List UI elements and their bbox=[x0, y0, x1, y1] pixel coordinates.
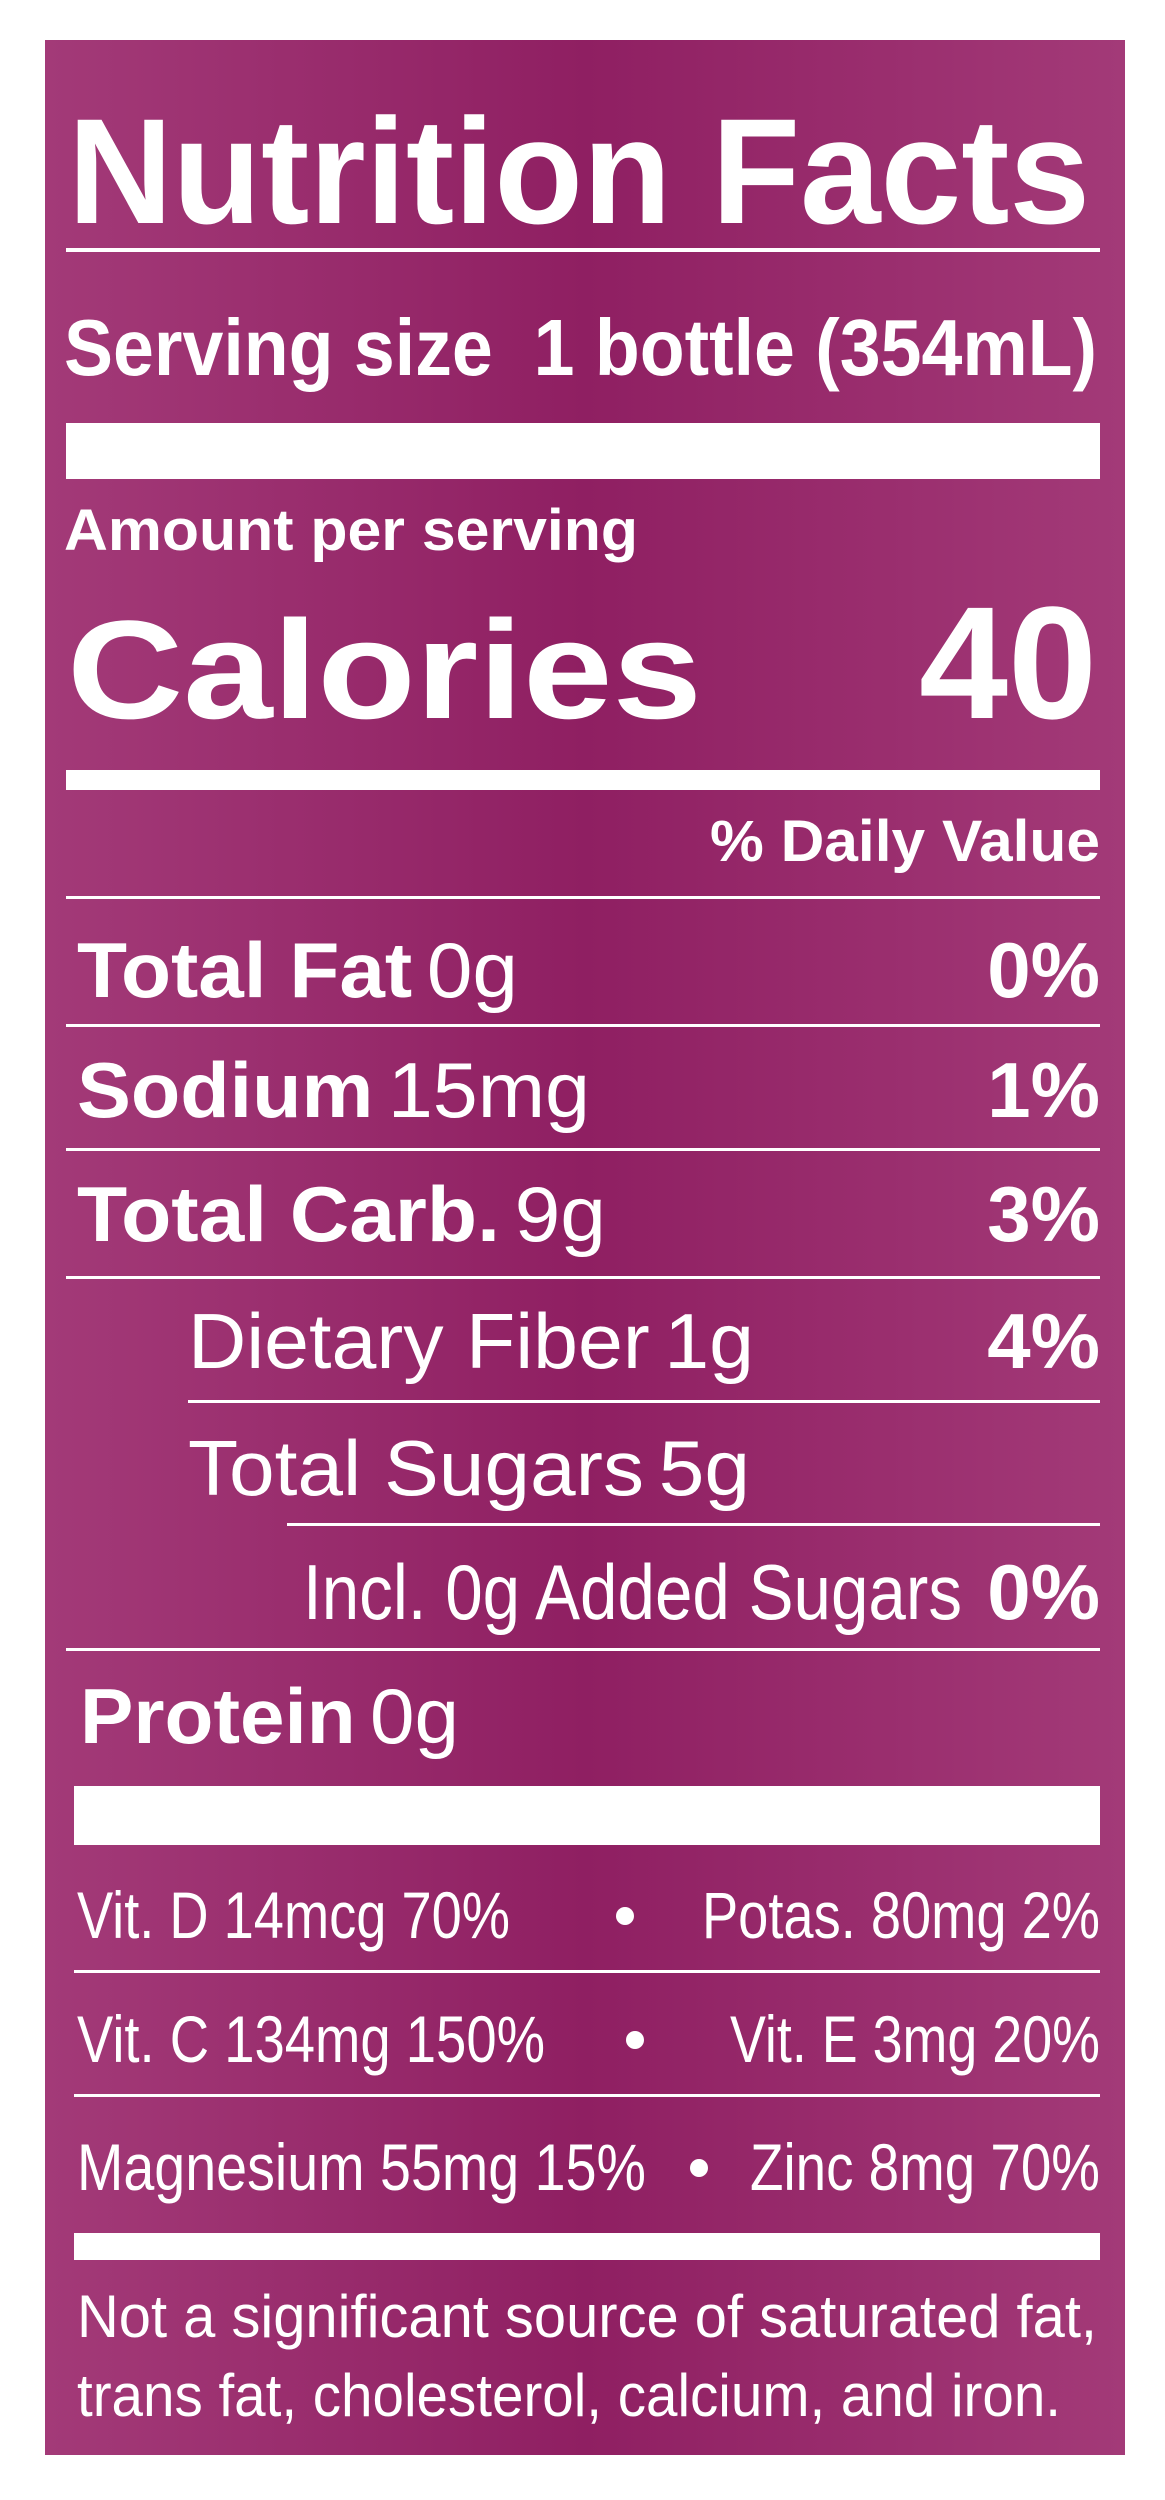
rule bbox=[287, 1523, 1100, 1526]
nutrient-amount: 15mg bbox=[388, 1046, 590, 1134]
calories-label: Calories bbox=[67, 591, 702, 748]
footnote-line: Not a significant source of saturated fa… bbox=[77, 2283, 1097, 2350]
footnote-line: trans fat, cholesterol, calcium, and iro… bbox=[77, 2362, 1061, 2429]
vitamin-left: Vit. D 14mcg 70% bbox=[77, 1878, 510, 1952]
rule bbox=[66, 1276, 1100, 1279]
vitamin-right: Zinc 8mg 70% bbox=[750, 2130, 1100, 2204]
nutrient-name: Sodium bbox=[77, 1046, 373, 1134]
daily-value: 4% bbox=[987, 1297, 1100, 1385]
vitamin-right: Potas. 80mg 2% bbox=[702, 1878, 1100, 1952]
nutrient-amount: 9g bbox=[515, 1170, 606, 1258]
nutrient-row: Total Sugars 5g bbox=[188, 1424, 750, 1512]
rule bbox=[66, 1148, 1100, 1151]
thick-rule bbox=[66, 423, 1100, 479]
nutrient-amount: 5g bbox=[659, 1424, 750, 1512]
calories-value: 40 bbox=[919, 573, 1097, 752]
rule bbox=[74, 2094, 1100, 2097]
nutrient-row: Total Fat 0g bbox=[77, 926, 518, 1014]
bullet bbox=[626, 2031, 644, 2049]
daily-value-header: % Daily Value bbox=[710, 809, 1100, 874]
serving-size: Serving size 1 bottle (354mL) bbox=[64, 303, 1097, 392]
nutrient-amount: 0g bbox=[370, 1672, 459, 1760]
nutrient-row: Protein 0g bbox=[80, 1672, 459, 1760]
rule bbox=[66, 896, 1100, 899]
thick-rule bbox=[74, 2233, 1100, 2260]
rule bbox=[66, 1024, 1100, 1027]
nutrient-row: Sodium 15mg bbox=[77, 1046, 590, 1134]
nutrient-amount: 0g bbox=[427, 926, 518, 1014]
nutrient-name: Dietary Fiber bbox=[188, 1297, 650, 1385]
rule bbox=[66, 1648, 1100, 1651]
daily-value: 1% bbox=[987, 1046, 1100, 1134]
title: Nutrition Facts bbox=[68, 87, 1090, 255]
rule bbox=[188, 1400, 1100, 1403]
daily-value: 0% bbox=[987, 926, 1100, 1014]
nutrient-row: Incl. 0g Added Sugars bbox=[303, 1548, 962, 1636]
nutrient-amount: 1g bbox=[664, 1297, 754, 1385]
vitamin-right: Vit. E 3mg 20% bbox=[730, 2002, 1100, 2076]
vitamin-left: Magnesium 55mg 15% bbox=[77, 2130, 646, 2204]
amount-per-serving: Amount per serving bbox=[64, 498, 638, 563]
vitamin-left: Vit. C 134mg 150% bbox=[77, 2002, 545, 2076]
bullet bbox=[616, 1907, 634, 1925]
rule bbox=[74, 1970, 1100, 1973]
rule bbox=[66, 248, 1100, 252]
medium-rule bbox=[66, 770, 1100, 790]
nutrient-name: Incl. 0g Added Sugars bbox=[303, 1548, 962, 1636]
bullet bbox=[690, 2159, 708, 2177]
nutrient-name: Protein bbox=[80, 1672, 356, 1760]
thick-rule bbox=[74, 1786, 1100, 1845]
nutrient-name: Total Carb. bbox=[77, 1170, 500, 1258]
nutrient-name: Total Sugars bbox=[188, 1424, 644, 1512]
nutrient-row: Total Carb. 9g bbox=[77, 1170, 606, 1258]
nutrient-name: Total Fat bbox=[77, 926, 412, 1014]
daily-value: 0% bbox=[987, 1548, 1100, 1636]
daily-value: 3% bbox=[987, 1170, 1100, 1258]
nutrient-row: Dietary Fiber 1g bbox=[188, 1297, 754, 1385]
